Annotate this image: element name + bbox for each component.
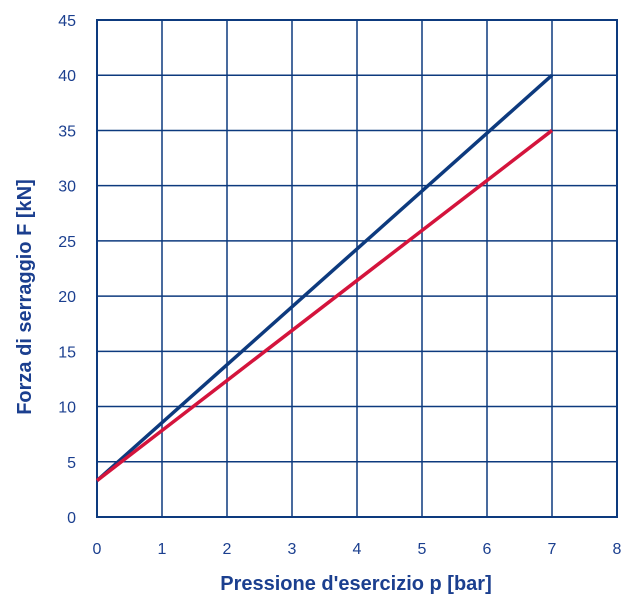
- y-tick-label: 35: [58, 123, 76, 140]
- x-axis-title: Pressione d'esercizio p [bar]: [220, 573, 492, 595]
- y-tick-label: 5: [67, 455, 76, 472]
- x-tick-label: 3: [288, 541, 297, 558]
- y-axis-title: Forza di serraggio F [kN]: [14, 179, 36, 415]
- x-tick-label: 4: [353, 541, 362, 558]
- chart-series: [95, 73, 554, 482]
- y-tick-label: 30: [58, 179, 76, 196]
- y-tick-label: 15: [58, 344, 76, 361]
- y-tick-label: 45: [58, 13, 76, 30]
- x-tick-label: 8: [613, 541, 622, 558]
- y-tick-label: 40: [58, 68, 76, 85]
- x-tick-label: 2: [223, 541, 232, 558]
- x-tick-label: 7: [548, 541, 557, 558]
- y-tick-label: 0: [67, 510, 76, 527]
- y-tick-label: 10: [58, 400, 76, 417]
- x-tick-label: 0: [93, 541, 102, 558]
- x-tick-label: 1: [158, 541, 167, 558]
- series-line-2: [95, 129, 554, 482]
- chart-grid: [96, 19, 618, 518]
- y-tick-label: 25: [58, 234, 76, 251]
- y-tick-label: 20: [58, 289, 76, 306]
- x-tick-label: 5: [418, 541, 427, 558]
- series-line-1: [95, 73, 554, 482]
- x-tick-label: 6: [483, 541, 492, 558]
- plot-frame: [96, 19, 618, 518]
